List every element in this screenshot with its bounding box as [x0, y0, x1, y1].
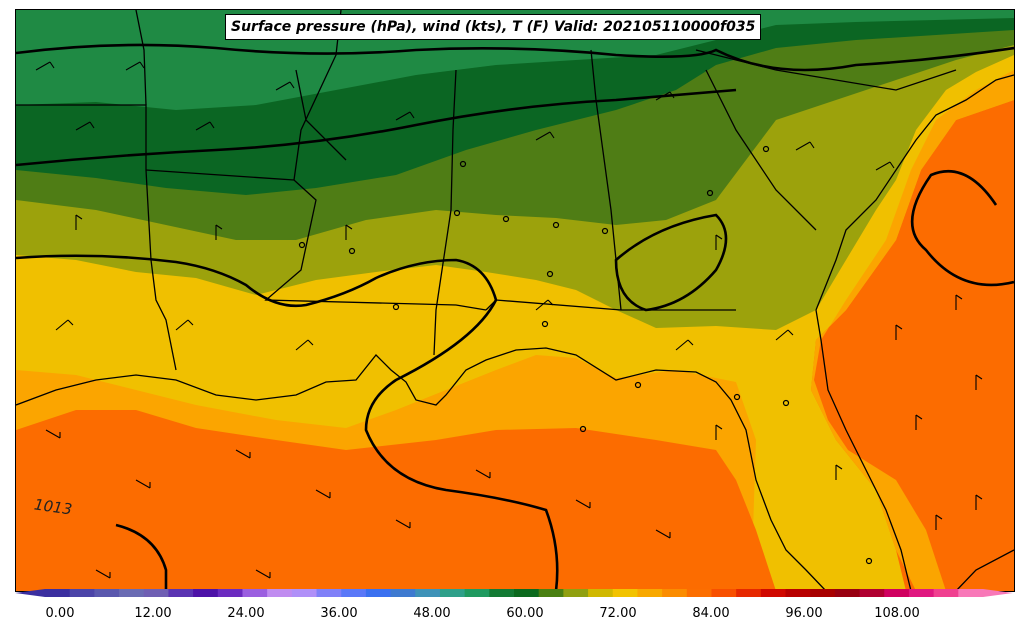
coastline-florida-east [815, 74, 1014, 591]
colorbar-tick-label: 72.00 [599, 606, 637, 621]
colorbar-tick-label: 108.00 [874, 606, 920, 621]
colorbar-swatch [859, 589, 885, 597]
colorbar-swatch [69, 589, 95, 597]
colorbar-swatch [94, 589, 120, 597]
colorbar-swatch [341, 589, 367, 597]
colorbar-tick-label: 48.00 [413, 606, 451, 621]
map-title: Surface pressure (hPa), wind (kts), T (F… [225, 14, 762, 40]
colorbar-swatch [834, 589, 861, 597]
colorbar-swatch [193, 589, 219, 597]
temp-band-orange-south [16, 410, 776, 591]
colorbar-tick-label: 60.00 [506, 606, 544, 621]
colorbar-swatch [316, 589, 342, 597]
colorbar-swatch [958, 589, 984, 597]
colorbar-swatch [217, 589, 243, 597]
colorbar-swatch [119, 589, 145, 597]
colorbar-swatch [168, 589, 194, 597]
coastline [16, 347, 827, 591]
colorbar-swatch [612, 589, 638, 597]
calm-wind-markers [298, 145, 873, 565]
colorbar-swatch [711, 589, 737, 597]
colorbar-swatch [588, 589, 614, 597]
colorbar-swatch [785, 589, 811, 597]
colorbar-swatch [760, 589, 787, 597]
wind-barbs [35, 61, 983, 579]
colorbar-tick-label: 24.00 [227, 606, 265, 621]
colorbar-swatch [439, 589, 466, 597]
colorbar-swatch [908, 589, 935, 597]
colorbar-swatch [810, 589, 836, 597]
colorbar-tick-label: 0.00 [45, 606, 75, 621]
map-canvas [16, 10, 1014, 591]
colorbar-swatch [884, 589, 910, 597]
colorbar-swatch [933, 589, 959, 597]
isobars [16, 43, 1014, 591]
colorbar-swatch [662, 589, 688, 597]
colorbar-swatch [242, 589, 268, 597]
temperature-colorbar [15, 589, 1013, 597]
colorbar-swatch [736, 589, 762, 597]
colorbar-tick-label: 96.00 [785, 606, 823, 621]
colorbar-swatch [464, 589, 490, 597]
colorbar-tick-label: 84.00 [692, 606, 730, 621]
colorbar-tick-label: 12.00 [134, 606, 172, 621]
colorbar-swatch [143, 589, 169, 597]
colorbar-swatch [45, 589, 71, 597]
colorbar-extend-max [983, 589, 1013, 597]
colorbar-swatch [686, 589, 712, 597]
colorbar-swatch [489, 589, 515, 597]
map-panel[interactable]: Surface pressure (hPa), wind (kts), T (F… [15, 9, 1015, 592]
colorbar-swatch [415, 589, 441, 597]
colorbar-swatch [390, 589, 416, 597]
colorbar-swatch [267, 589, 293, 597]
colorbar-swatch [365, 589, 392, 597]
colorbar-swatch [514, 589, 540, 597]
colorbar-swatch [563, 589, 589, 597]
colorbar-swatch [538, 589, 564, 597]
colorbar-swatch [637, 589, 663, 597]
colorbar-extend-min [15, 589, 45, 597]
colorbar-swatch [291, 589, 318, 597]
colorbar-tick-label: 36.00 [320, 606, 358, 621]
